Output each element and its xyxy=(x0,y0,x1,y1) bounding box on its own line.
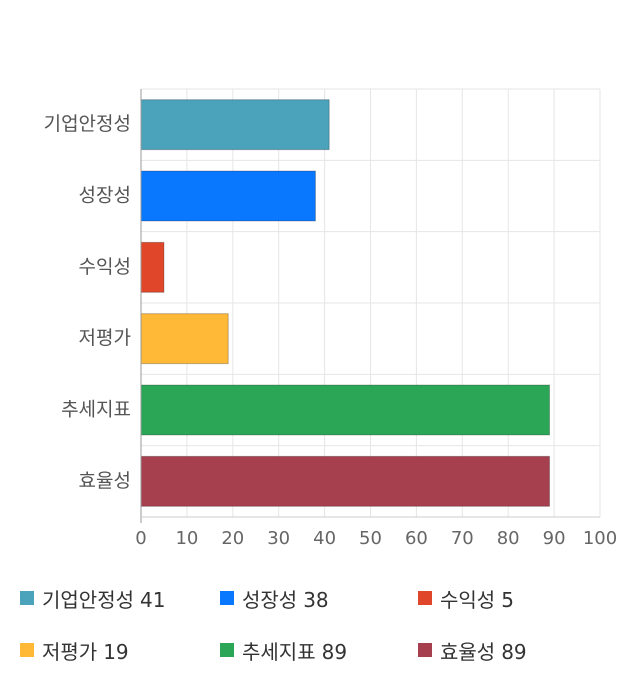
x-tick-label: 40 xyxy=(313,528,336,549)
legend-label: 저평가 xyxy=(42,639,98,664)
category-label: 성장성 xyxy=(79,185,131,207)
legend-item-1[interactable]: 성장성 38 xyxy=(220,580,329,616)
bar xyxy=(140,99,330,151)
bar xyxy=(140,313,229,365)
legend-swatch xyxy=(418,643,432,657)
legend-label: 성장성 xyxy=(242,587,298,612)
legend-value: 89 xyxy=(501,639,527,664)
legend-item-3[interactable]: 저평가 19 xyxy=(20,632,129,668)
category-label: 효율성 xyxy=(79,470,131,492)
legend-item-2[interactable]: 수익성 5 xyxy=(418,580,514,616)
legend-swatch xyxy=(220,591,234,605)
x-tick-label: 70 xyxy=(451,528,474,549)
bar-group xyxy=(140,99,551,507)
bar xyxy=(140,384,551,436)
x-tick-label: 30 xyxy=(267,528,290,549)
x-tick-label: 90 xyxy=(543,528,566,549)
x-tick-label: 80 xyxy=(497,528,520,549)
legend-swatch xyxy=(20,643,34,657)
bar xyxy=(140,241,165,293)
x-tick-label: 60 xyxy=(405,528,428,549)
legend-label: 수익성 xyxy=(440,587,496,612)
legend-label: 효율성 xyxy=(440,639,496,664)
category-label: 기업안정성 xyxy=(44,113,131,135)
x-tick-labels: 0 10 20 30 40 50 60 70 80 90 100 xyxy=(135,528,617,549)
x-tick-label: 10 xyxy=(175,528,198,549)
grid-lines xyxy=(140,88,601,518)
bar xyxy=(140,455,551,507)
bar xyxy=(140,170,316,222)
legend-value: 41 xyxy=(140,587,166,612)
legend-value: 89 xyxy=(321,639,348,664)
x-tick-label: 0 xyxy=(135,528,146,549)
legend-value: 5 xyxy=(501,587,514,612)
legend-item-4[interactable]: 추세지표 89 xyxy=(220,632,347,668)
x-tick-label: 50 xyxy=(359,528,382,549)
category-label: 수익성 xyxy=(79,256,131,278)
legend-swatch xyxy=(20,591,34,605)
legend-value: 19 xyxy=(103,639,129,664)
legend-value: 38 xyxy=(303,587,329,612)
category-label: 추세지표 xyxy=(61,399,131,421)
x-tick-label: 100 xyxy=(583,528,617,549)
axes xyxy=(140,89,600,523)
legend-swatch xyxy=(418,591,432,605)
x-tick-label: 20 xyxy=(221,528,244,549)
legend-item-0[interactable]: 기업안정성 41 xyxy=(20,580,165,616)
legend-label: 기업안정성 xyxy=(42,587,134,612)
category-label: 저평가 xyxy=(79,327,131,349)
legend-swatch xyxy=(220,643,234,657)
legend-item-5[interactable]: 효율성 89 xyxy=(418,632,527,668)
legend-label: 추세지표 xyxy=(242,639,316,664)
